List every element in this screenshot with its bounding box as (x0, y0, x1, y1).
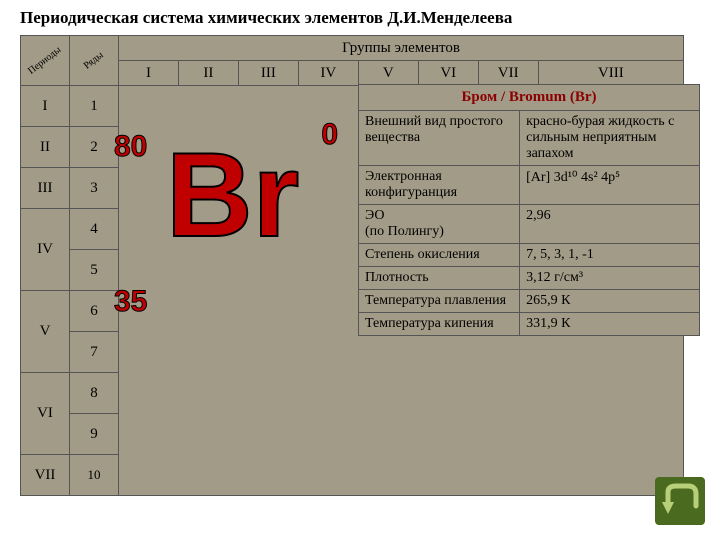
group-col: I (119, 61, 179, 86)
group-col: III (238, 61, 298, 86)
prop-key: Степень окисления (359, 244, 520, 267)
element-atomic-number: 35 (114, 285, 147, 319)
group-numbers-row: I II III IV V VI VII VIII (21, 61, 684, 86)
group-col: VIII (538, 61, 683, 86)
prop-key: Температура кипения (359, 313, 520, 336)
element-name-header: Бром / Bromum (Br) (359, 85, 700, 111)
element-symbol-block: 80 0 Br 35 (106, 90, 356, 350)
properties-table: Бром / Bromum (Br) Внешний вид простого … (358, 84, 700, 336)
prop-val: 7, 5, 3, 1, -1 (520, 244, 700, 267)
prop-val: красно-бурая жидкость с сильным неприятн… (520, 111, 700, 166)
prop-val: 3,12 г/см³ (520, 267, 700, 290)
group-col: II (178, 61, 238, 86)
period-cell: IV (21, 209, 70, 291)
element-oxidation: 0 (321, 118, 338, 152)
group-col: VII (478, 61, 538, 86)
return-arrow-icon (660, 482, 700, 520)
prop-val: 331,9 К (520, 313, 700, 336)
prop-val: [Ar] 3d¹⁰ 4s² 4p⁵ (520, 166, 700, 205)
row-cell: 9 (70, 414, 119, 455)
row-cell: 10 (70, 455, 119, 496)
prop-key: Плотность (359, 267, 520, 290)
prop-val: 265,9 К (520, 290, 700, 313)
element-symbol: Br (166, 135, 299, 255)
period-cell: V (21, 291, 70, 373)
period-cell: VII (21, 455, 70, 496)
rows-header: Ряды (70, 36, 119, 86)
period-cell: VI (21, 373, 70, 455)
prop-key: Электронная конфигуранция (359, 166, 520, 205)
period-cell: II (21, 127, 70, 168)
page-title: Периодическая система химических элемент… (0, 0, 720, 32)
row-cell: 8 (70, 373, 119, 414)
period-cell: I (21, 86, 70, 127)
group-col: IV (298, 61, 358, 86)
prop-key: Температура плавления (359, 290, 520, 313)
prop-key: ЭО (по Полингу) (359, 205, 520, 244)
back-button[interactable] (655, 477, 705, 525)
group-col: V (358, 61, 418, 86)
element-mass: 80 (114, 130, 147, 164)
period-cell: III (21, 168, 70, 209)
group-col: VI (418, 61, 478, 86)
prop-key: Внешний вид простого вещества (359, 111, 520, 166)
periods-header: Периоды (21, 36, 70, 86)
groups-label: Группы элементов (119, 36, 684, 61)
prop-val: 2,96 (520, 205, 700, 244)
